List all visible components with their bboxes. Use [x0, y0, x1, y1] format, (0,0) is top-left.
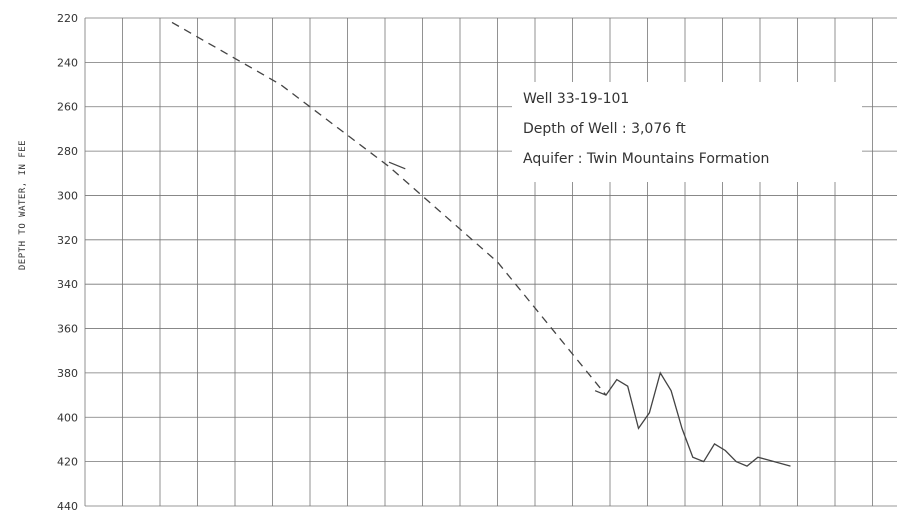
data-series: [171, 21, 791, 467]
series-line-1: [388, 161, 406, 170]
annotation-aquifer: Aquifer : Twin Mountains Formation: [523, 151, 769, 167]
y-tick-label: 400: [57, 411, 78, 424]
y-axis-label: DEPTH TO WATER, IN FEE: [18, 140, 28, 270]
y-tick-label: 380: [57, 367, 78, 380]
y-tick-label: 220: [57, 12, 78, 25]
series-line-2: [594, 371, 791, 467]
y-tick-label: 240: [57, 56, 78, 69]
y-tick-label: 260: [57, 101, 78, 114]
y-tick-labels: 220 240 260 280 300 320 340 360 380 400 420 440: [57, 12, 78, 513]
y-tick-label: 280: [57, 145, 78, 158]
annotation-well-depth: Depth of Well : 3,076 ft: [523, 121, 686, 137]
y-tick-label: 420: [57, 456, 78, 469]
grid: [84, 17, 897, 507]
y-tick-label: 300: [57, 189, 78, 202]
annotation-well-id: Well 33-19-101: [523, 91, 629, 107]
annotation-background: [512, 82, 862, 182]
y-tick-label: 340: [57, 278, 78, 291]
y-tick-label: 360: [57, 323, 78, 336]
well-info-annotation: Well 33-19-101 Depth of Well : 3,076 ft …: [512, 82, 862, 182]
series-line-0: [171, 21, 607, 396]
y-tick-label: 320: [57, 234, 78, 247]
y-tick-label: 440: [57, 500, 78, 513]
